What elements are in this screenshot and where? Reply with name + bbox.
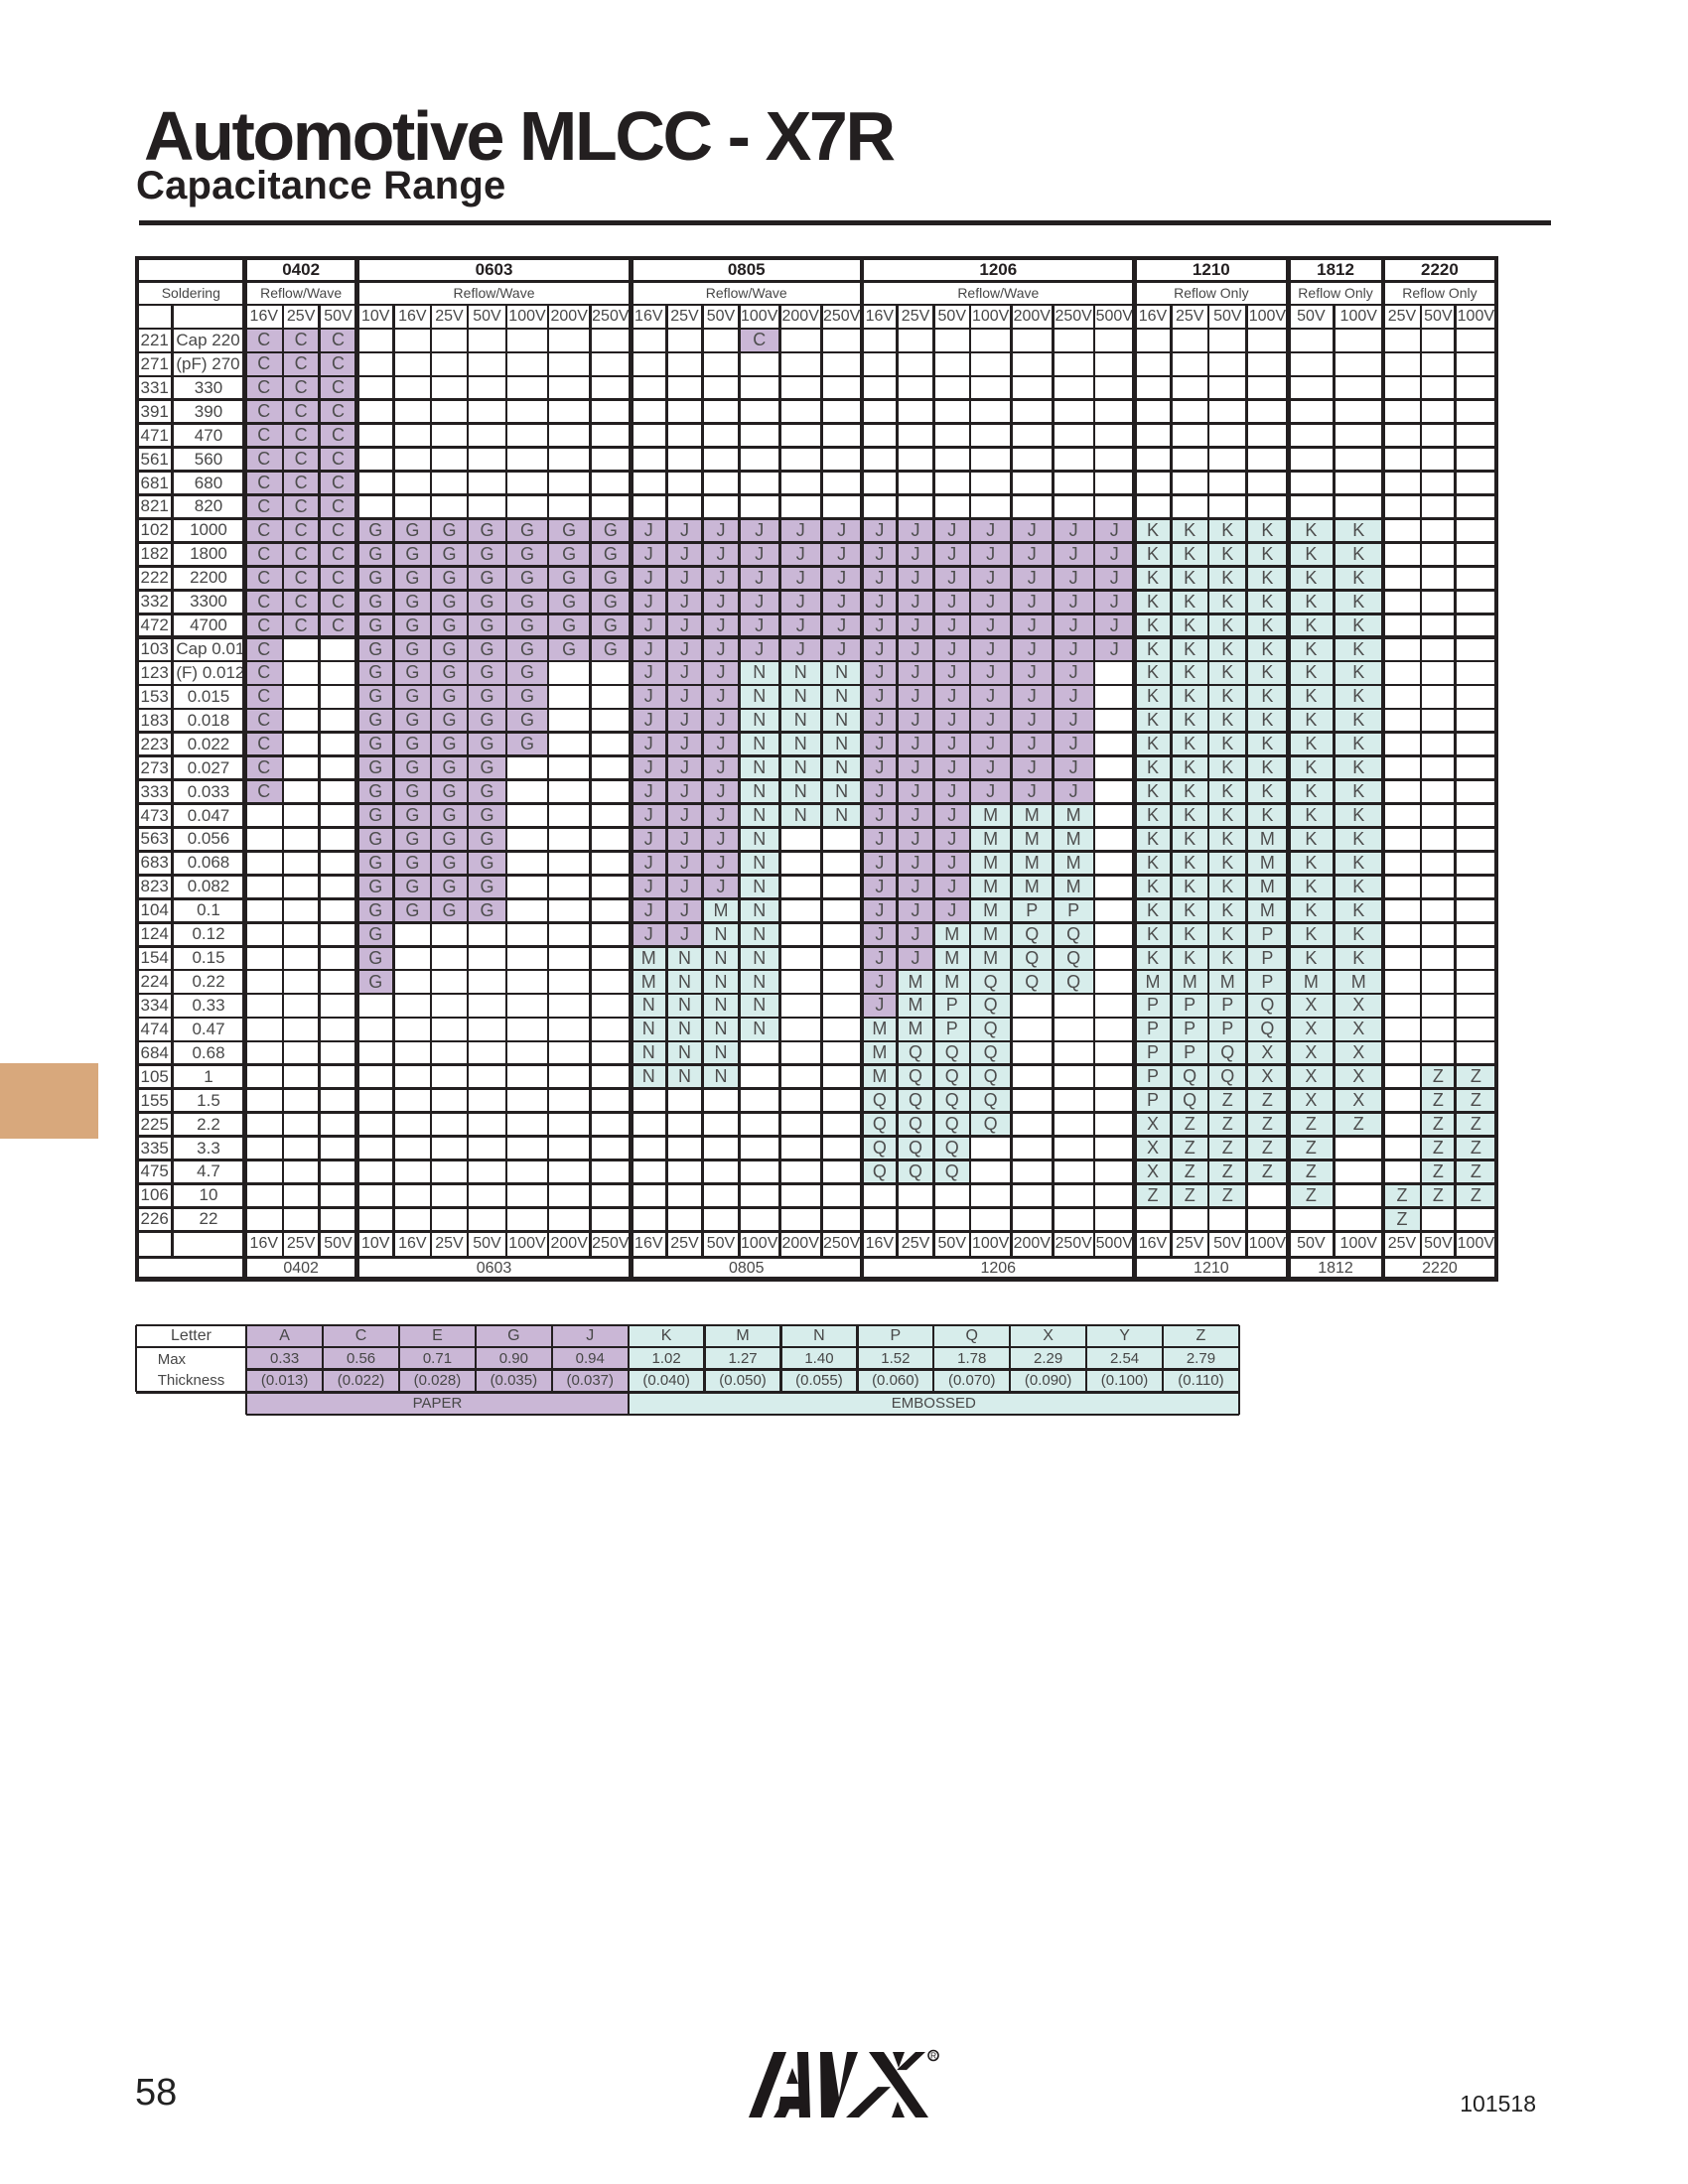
svg-text:R: R [930,2051,936,2061]
